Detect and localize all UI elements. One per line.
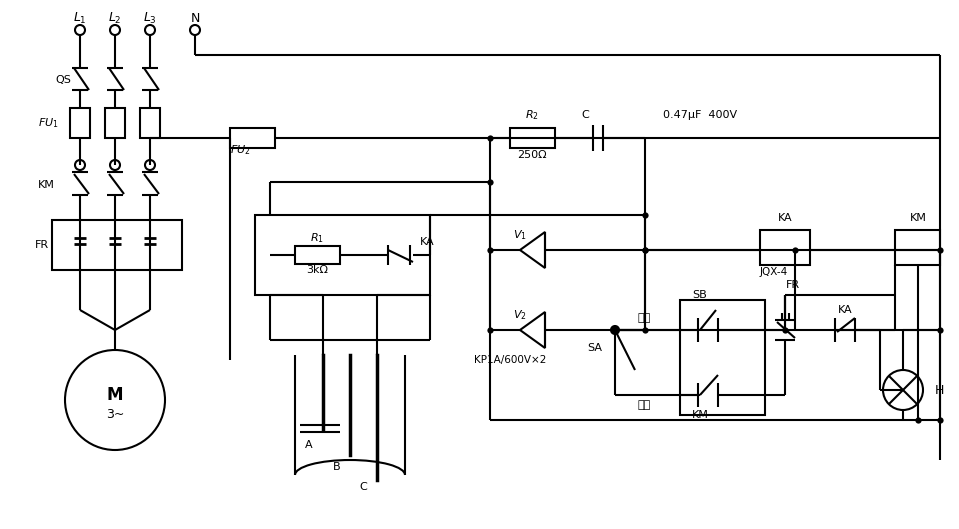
Text: KM: KM <box>909 213 926 223</box>
Text: $V_2$: $V_2$ <box>513 308 526 322</box>
Text: M: M <box>106 386 124 404</box>
Text: H: H <box>935 384 945 397</box>
Bar <box>295 246 340 264</box>
Text: KA: KA <box>838 305 853 315</box>
Text: 3~: 3~ <box>105 408 124 422</box>
Text: C: C <box>581 110 589 120</box>
Text: $FU_1$: $FU_1$ <box>38 116 58 130</box>
Text: 0.47μF  400V: 0.47μF 400V <box>663 110 737 120</box>
Text: KP1A/600V×2: KP1A/600V×2 <box>474 355 547 365</box>
Text: $V_1$: $V_1$ <box>513 228 526 242</box>
Text: 3kΩ: 3kΩ <box>306 265 328 275</box>
Bar <box>895 230 940 265</box>
Text: $FU_2$: $FU_2$ <box>230 143 250 157</box>
Bar <box>255 215 430 295</box>
Text: SB: SB <box>692 290 708 300</box>
Text: B: B <box>333 462 340 472</box>
Text: A: A <box>305 440 313 450</box>
Text: $L_3$: $L_3$ <box>143 11 157 25</box>
Bar <box>70 108 90 138</box>
Circle shape <box>611 326 619 334</box>
Text: KA: KA <box>420 237 434 247</box>
Text: KA: KA <box>778 213 792 223</box>
Bar <box>105 108 125 138</box>
Text: FR: FR <box>786 280 800 290</box>
Bar <box>230 128 275 148</box>
Bar <box>52 220 182 270</box>
Bar <box>760 230 810 265</box>
Bar <box>140 108 160 138</box>
Text: KM: KM <box>691 410 709 420</box>
Text: $R_1$: $R_1$ <box>310 231 324 245</box>
Text: $L_2$: $L_2$ <box>108 11 122 25</box>
Text: FR: FR <box>35 240 49 250</box>
Text: N: N <box>190 12 199 24</box>
Text: 自动: 自动 <box>638 400 651 410</box>
Text: QS: QS <box>55 75 71 85</box>
Text: KM: KM <box>38 180 55 190</box>
Text: $L_1$: $L_1$ <box>73 11 87 25</box>
Text: SA: SA <box>588 343 602 353</box>
Text: C: C <box>359 482 367 492</box>
Bar <box>510 128 555 148</box>
Bar <box>680 300 765 415</box>
Text: 手动: 手动 <box>638 313 651 323</box>
Text: $R_2$: $R_2$ <box>526 108 539 122</box>
Text: 250Ω: 250Ω <box>517 150 547 160</box>
Text: JQX-4: JQX-4 <box>760 267 788 277</box>
